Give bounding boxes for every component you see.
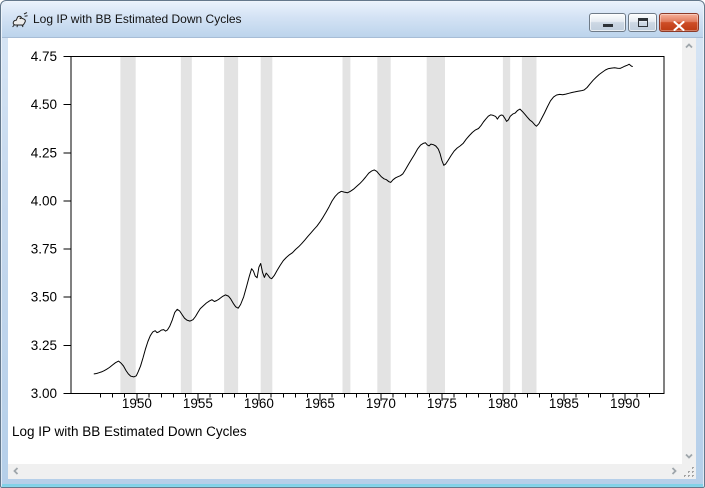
close-button[interactable] <box>659 13 699 32</box>
x-tick-label: 1980 <box>488 396 518 411</box>
rat-app-icon <box>11 11 29 29</box>
vertical-scrollbar[interactable] <box>682 38 696 464</box>
window-title: Log IP with BB Estimated Down Cycles <box>33 12 242 26</box>
scroll-up-icon[interactable] <box>682 39 696 53</box>
chart-area: 1950 1955 1960 1965 1970 1975 1980 1985 1990 3.00… <box>8 38 682 464</box>
x-tick-label: 1975 <box>427 396 457 411</box>
scrollbar-corner <box>682 464 696 479</box>
minimize-icon <box>602 24 613 27</box>
y-tick-label: 4.50 <box>31 97 57 112</box>
minimize-button[interactable] <box>589 13 626 32</box>
y-tick-label: 3.75 <box>31 242 57 257</box>
plot-frame <box>70 56 665 394</box>
x-tick-label: 1955 <box>183 396 213 411</box>
window-bottom-accent <box>2 484 703 487</box>
down-cycle-band <box>342 56 351 394</box>
chart-footer-label: Log IP with BB Estimated Down Cycles <box>12 424 247 439</box>
x-tick-label: 1960 <box>244 396 274 411</box>
log-ip-line-series <box>93 63 633 378</box>
resize-grip-icon[interactable] <box>683 465 695 477</box>
horizontal-scrollbar[interactable] <box>8 464 682 479</box>
x-tick-label: 1950 <box>122 396 152 411</box>
titlebar[interactable]: Log IP with BB Estimated Down Cycles <box>2 2 703 38</box>
down-cycle-band <box>426 56 445 394</box>
maximize-icon <box>637 17 648 27</box>
y-tick-label: 4.00 <box>31 193 57 208</box>
y-tick-label: 3.25 <box>31 338 57 353</box>
x-tick-label: 1985 <box>549 396 579 411</box>
close-icon <box>673 18 685 31</box>
y-tick-label: 4.75 <box>31 49 57 64</box>
y-tick-label: 4.25 <box>31 145 57 160</box>
scroll-right-icon[interactable] <box>667 464 681 478</box>
scroll-left-icon[interactable] <box>9 464 23 478</box>
down-cycle-band <box>377 56 391 394</box>
y-tick-label: 3.50 <box>31 290 57 305</box>
chart-canvas: 1950 1955 1960 1965 1970 1975 1980 1985 1990 3.00… <box>31 49 665 411</box>
x-tick-label: 1965 <box>305 396 335 411</box>
maximize-button[interactable] <box>628 13 657 32</box>
down-cycle-band <box>502 56 511 394</box>
x-tick-label: 1970 <box>366 396 396 411</box>
down-cycle-band <box>120 56 136 394</box>
down-cycle-band <box>521 56 537 394</box>
scroll-down-icon[interactable] <box>682 449 696 463</box>
down-cycle-band <box>260 56 273 394</box>
down-cycle-band <box>224 56 239 394</box>
y-tick-label: 3.00 <box>31 386 57 401</box>
x-tick-label: 1990 <box>610 396 640 411</box>
down-cycle-band <box>180 56 192 394</box>
